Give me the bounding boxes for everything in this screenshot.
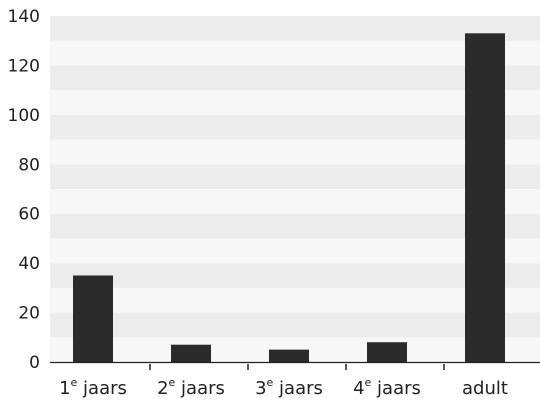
background-band: [50, 65, 540, 91]
y-axis-tick-labels: 0 20 40 60 80 100 120 140: [8, 7, 40, 373]
background-band: [50, 312, 540, 338]
y-tick-label: 100: [8, 106, 40, 126]
background-band: [50, 238, 540, 264]
bar: [367, 342, 407, 362]
background-band: [50, 90, 540, 115]
x-category-label: 4e jaars: [353, 376, 421, 399]
bar: [171, 344, 211, 362]
y-tick-label: 140: [8, 7, 40, 27]
background-band: [50, 114, 540, 140]
y-tick-label: 80: [18, 155, 40, 175]
plot-background-bands: [50, 16, 540, 362]
x-category-label: 2e jaars: [157, 376, 225, 399]
x-category-label: 1e jaars: [59, 376, 127, 399]
background-band: [50, 213, 540, 239]
bar: [73, 275, 113, 362]
background-band: [50, 40, 540, 66]
background-band: [50, 189, 540, 214]
bar: [465, 33, 505, 363]
y-tick-label: 120: [8, 56, 40, 76]
y-tick-label: 60: [18, 205, 40, 225]
background-band: [50, 139, 540, 165]
x-axis-category-labels: 1e jaars 2e jaars 3e jaars 4e jaars adult: [59, 376, 508, 399]
background-band: [50, 287, 540, 313]
x-axis-tick-marks: [149, 364, 445, 370]
x-category-label: adult: [462, 378, 508, 399]
bar: [269, 349, 309, 362]
y-tick-label: 20: [18, 304, 40, 324]
background-band: [50, 16, 540, 41]
background-band: [50, 263, 540, 288]
y-tick-label: 0: [29, 353, 40, 373]
y-tick-label: 40: [18, 254, 40, 274]
background-band: [50, 164, 540, 189]
x-category-label: 3e jaars: [255, 376, 323, 399]
bars: [73, 33, 505, 363]
